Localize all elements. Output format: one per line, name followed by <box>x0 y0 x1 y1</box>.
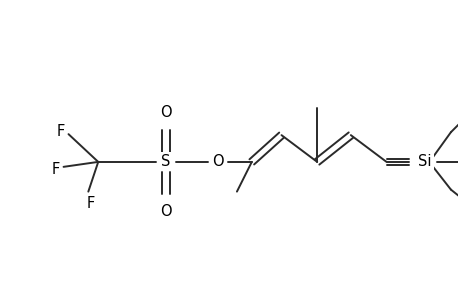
Text: F: F <box>51 162 60 177</box>
Text: O: O <box>159 204 171 219</box>
Text: Si: Si <box>418 154 431 169</box>
Text: S: S <box>161 154 170 169</box>
Text: F: F <box>56 124 65 139</box>
Text: O: O <box>212 154 224 169</box>
Text: O: O <box>159 105 171 120</box>
Text: F: F <box>86 196 94 211</box>
